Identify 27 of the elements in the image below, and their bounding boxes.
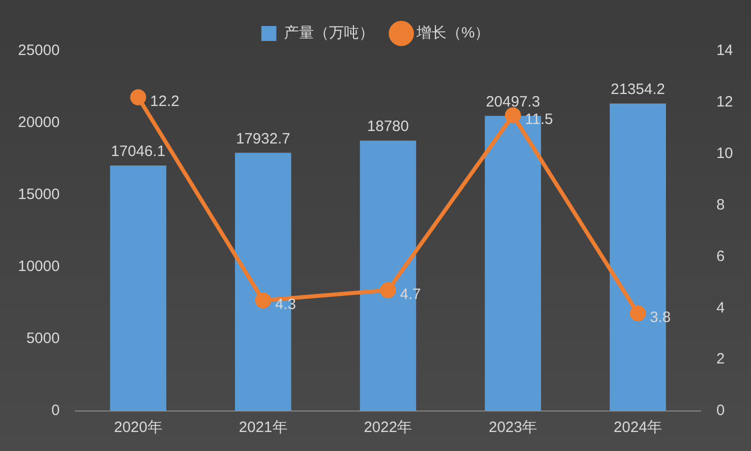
legend-label: 产量（万吨） bbox=[284, 24, 374, 42]
data-label: 17046.1 bbox=[111, 143, 166, 160]
y-tick-label: 10000 bbox=[18, 258, 60, 276]
y2-tick-label: 0 bbox=[716, 402, 725, 420]
data-label: 18780 bbox=[367, 118, 409, 136]
data-label: 17932.7 bbox=[236, 130, 290, 148]
y-tick-label: 25000 bbox=[18, 42, 60, 60]
legend-label: 增长（%） bbox=[415, 24, 490, 42]
x-tick-label: 2024年 bbox=[614, 419, 662, 436]
y2-tick-label: 4 bbox=[716, 299, 725, 316]
y2-tick-label: 6 bbox=[716, 248, 725, 265]
y2-tick-label: 2 bbox=[716, 350, 725, 368]
x-tick-label: 2022年 bbox=[364, 419, 412, 436]
y-tick-label: 0 bbox=[51, 402, 60, 420]
data-label: 12.2 bbox=[150, 92, 180, 110]
data-label: 21354.2 bbox=[610, 81, 665, 98]
data-label: 20497.3 bbox=[486, 93, 540, 110]
y2-tick-label: 10 bbox=[716, 145, 734, 162]
x-tick-label: 2021年 bbox=[238, 419, 288, 436]
y-tick-label: 5000 bbox=[26, 330, 60, 348]
y2-tick-label: 8 bbox=[716, 196, 725, 214]
y2-tick-label: 14 bbox=[716, 42, 734, 60]
x-tick-label: 2023年 bbox=[488, 419, 538, 436]
y2-tick-label: 12 bbox=[716, 94, 734, 111]
y-tick-label: 15000 bbox=[18, 186, 60, 204]
x-tick-label: 2020年 bbox=[114, 419, 162, 436]
y-tick-label: 20000 bbox=[18, 114, 60, 132]
